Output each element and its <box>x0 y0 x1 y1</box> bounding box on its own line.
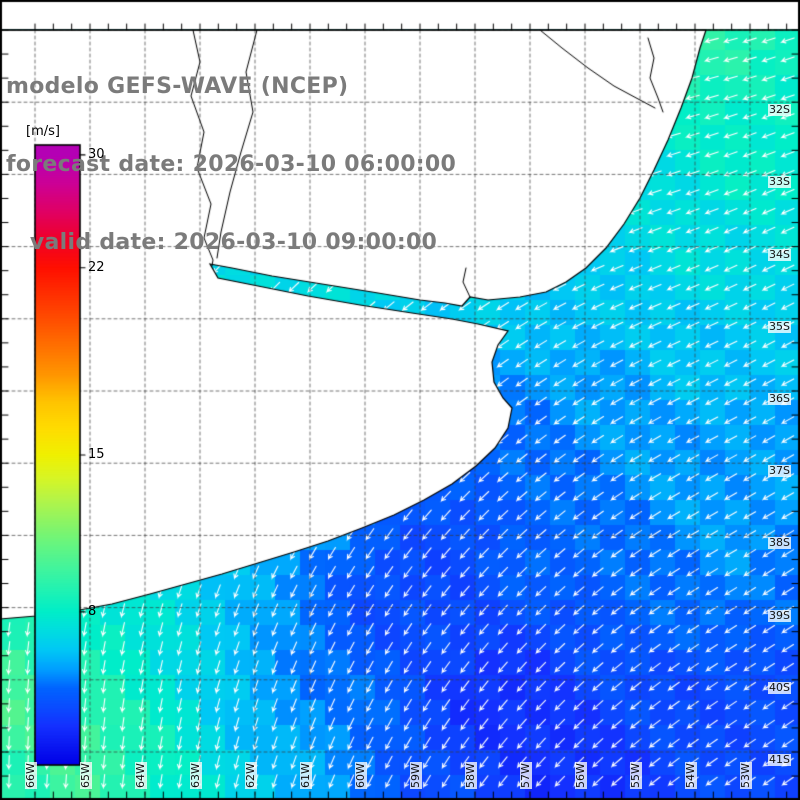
wave-model-map: modelo GEFS-WAVE (NCEP) forecast date: 2… <box>0 0 800 800</box>
map-canvas <box>0 0 800 800</box>
